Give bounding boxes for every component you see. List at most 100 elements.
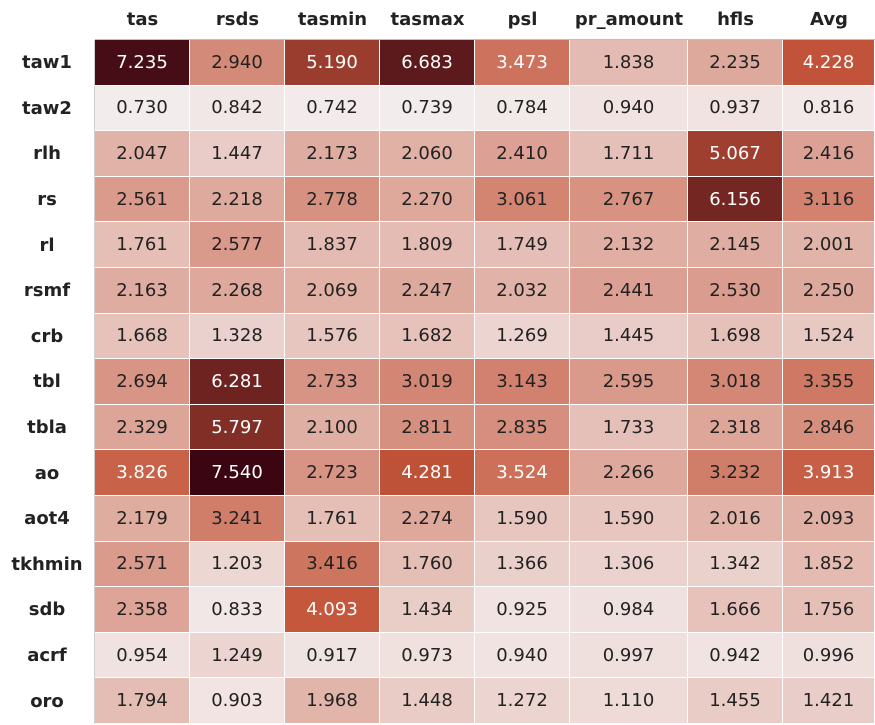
cell-taw1-tasmax: 6.683 bbox=[380, 40, 475, 86]
cell-aot4-tas: 2.179 bbox=[95, 495, 190, 542]
row-header-rsmf: rsmf bbox=[0, 267, 95, 314]
column-header-pr_amount: pr_amount bbox=[570, 0, 688, 40]
row-header-tkhmin: tkhmin bbox=[0, 541, 95, 588]
cell-rs-tasmax: 2.270 bbox=[380, 176, 475, 223]
column-header-avg: Avg bbox=[783, 0, 875, 40]
cell-rlh-tasmax: 2.060 bbox=[380, 131, 475, 177]
cell-rlh-pr_amount: 1.711 bbox=[570, 131, 688, 177]
cell-sdb-hfls: 1.666 bbox=[688, 587, 783, 633]
cell-rsmf-avg: 2.250 bbox=[783, 267, 875, 314]
cell-oro-tasmin: 1.968 bbox=[285, 678, 380, 724]
cell-rlh-hfls: 5.067 bbox=[688, 131, 783, 177]
cell-rs-psl: 3.061 bbox=[475, 176, 570, 223]
column-header-rsds: rsds bbox=[190, 0, 285, 40]
cell-taw2-avg: 0.816 bbox=[783, 85, 875, 132]
row-header-tbla: tbla bbox=[0, 404, 95, 451]
column-header-hfls: hfls bbox=[688, 0, 783, 40]
cell-oro-rsds: 0.903 bbox=[190, 678, 285, 724]
header-corner bbox=[0, 0, 95, 40]
cell-tkhmin-pr_amount: 1.306 bbox=[570, 541, 688, 588]
cell-taw1-rsds: 2.940 bbox=[190, 40, 285, 86]
cell-rs-tas: 2.561 bbox=[95, 176, 190, 223]
cell-tkhmin-tasmin: 3.416 bbox=[285, 541, 380, 588]
cell-rl-hfls: 2.145 bbox=[688, 222, 783, 268]
row-header-crb: crb bbox=[0, 313, 95, 360]
cell-rl-psl: 1.749 bbox=[475, 222, 570, 268]
cell-tkhmin-hfls: 1.342 bbox=[688, 541, 783, 588]
cell-ao-avg: 3.913 bbox=[783, 450, 875, 496]
cell-tbla-hfls: 2.318 bbox=[688, 404, 783, 451]
cell-rsmf-tasmax: 2.247 bbox=[380, 267, 475, 314]
row-header-sdb: sdb bbox=[0, 587, 95, 633]
cell-tbla-rsds: 5.797 bbox=[190, 404, 285, 451]
cell-rsmf-tasmin: 2.069 bbox=[285, 267, 380, 314]
cell-rl-tasmax: 1.809 bbox=[380, 222, 475, 268]
cell-acrf-tas: 0.954 bbox=[95, 632, 190, 679]
cell-taw1-psl: 3.473 bbox=[475, 40, 570, 86]
cell-crb-tasmax: 1.682 bbox=[380, 313, 475, 360]
cell-taw1-tas: 7.235 bbox=[95, 40, 190, 86]
cell-rsmf-psl: 2.032 bbox=[475, 267, 570, 314]
cell-tkhmin-tas: 2.571 bbox=[95, 541, 190, 588]
cell-tkhmin-tasmax: 1.760 bbox=[380, 541, 475, 588]
cell-tbl-psl: 3.143 bbox=[475, 359, 570, 405]
cell-rsmf-rsds: 2.268 bbox=[190, 267, 285, 314]
cell-sdb-tasmax: 1.434 bbox=[380, 587, 475, 633]
cell-ao-tasmin: 2.723 bbox=[285, 450, 380, 496]
cell-tbl-tas: 2.694 bbox=[95, 359, 190, 405]
cell-oro-tas: 1.794 bbox=[95, 678, 190, 724]
cell-aot4-avg: 2.093 bbox=[783, 495, 875, 542]
cell-acrf-psl: 0.940 bbox=[475, 632, 570, 679]
cell-taw2-tas: 0.730 bbox=[95, 85, 190, 132]
cell-rlh-rsds: 1.447 bbox=[190, 131, 285, 177]
row-header-oro: oro bbox=[0, 678, 95, 724]
cell-crb-psl: 1.269 bbox=[475, 313, 570, 360]
cell-acrf-rsds: 1.249 bbox=[190, 632, 285, 679]
cell-rs-tasmin: 2.778 bbox=[285, 176, 380, 223]
cell-taw2-tasmax: 0.739 bbox=[380, 85, 475, 132]
cell-crb-rsds: 1.328 bbox=[190, 313, 285, 360]
column-header-tas: tas bbox=[95, 0, 190, 40]
cell-taw2-tasmin: 0.742 bbox=[285, 85, 380, 132]
cell-sdb-pr_amount: 0.984 bbox=[570, 587, 688, 633]
cell-tbl-pr_amount: 2.595 bbox=[570, 359, 688, 405]
column-header-tasmax: tasmax bbox=[380, 0, 475, 40]
cell-acrf-tasmax: 0.973 bbox=[380, 632, 475, 679]
cell-crb-tasmin: 1.576 bbox=[285, 313, 380, 360]
cell-tbla-pr_amount: 1.733 bbox=[570, 404, 688, 451]
cell-rsmf-pr_amount: 2.441 bbox=[570, 267, 688, 314]
cell-crb-pr_amount: 1.445 bbox=[570, 313, 688, 360]
cell-crb-hfls: 1.698 bbox=[688, 313, 783, 360]
cell-sdb-tas: 2.358 bbox=[95, 587, 190, 633]
cell-aot4-rsds: 3.241 bbox=[190, 495, 285, 542]
cell-oro-tasmax: 1.448 bbox=[380, 678, 475, 724]
cell-rl-rsds: 2.577 bbox=[190, 222, 285, 268]
cell-ao-psl: 3.524 bbox=[475, 450, 570, 496]
row-header-rlh: rlh bbox=[0, 131, 95, 177]
row-header-rl: rl bbox=[0, 222, 95, 268]
row-header-tbl: tbl bbox=[0, 359, 95, 405]
cell-tbl-hfls: 3.018 bbox=[688, 359, 783, 405]
cell-tbla-tas: 2.329 bbox=[95, 404, 190, 451]
cell-rsmf-hfls: 2.530 bbox=[688, 267, 783, 314]
cell-ao-hfls: 3.232 bbox=[688, 450, 783, 496]
cell-tbla-tasmin: 2.100 bbox=[285, 404, 380, 451]
cell-rs-pr_amount: 2.767 bbox=[570, 176, 688, 223]
cell-rlh-avg: 2.416 bbox=[783, 131, 875, 177]
row-header-taw1: taw1 bbox=[0, 40, 95, 86]
cell-oro-hfls: 1.455 bbox=[688, 678, 783, 724]
cell-rl-pr_amount: 2.132 bbox=[570, 222, 688, 268]
cell-aot4-hfls: 2.016 bbox=[688, 495, 783, 542]
cell-tbl-rsds: 6.281 bbox=[190, 359, 285, 405]
cell-taw1-avg: 4.228 bbox=[783, 40, 875, 86]
cell-tbla-avg: 2.846 bbox=[783, 404, 875, 451]
cell-taw2-pr_amount: 0.940 bbox=[570, 85, 688, 132]
cell-tbla-tasmax: 2.811 bbox=[380, 404, 475, 451]
cell-rlh-tas: 2.047 bbox=[95, 131, 190, 177]
cell-acrf-hfls: 0.942 bbox=[688, 632, 783, 679]
cell-rl-avg: 2.001 bbox=[783, 222, 875, 268]
cell-crb-tas: 1.668 bbox=[95, 313, 190, 360]
cell-aot4-tasmax: 2.274 bbox=[380, 495, 475, 542]
row-header-taw2: taw2 bbox=[0, 85, 95, 132]
